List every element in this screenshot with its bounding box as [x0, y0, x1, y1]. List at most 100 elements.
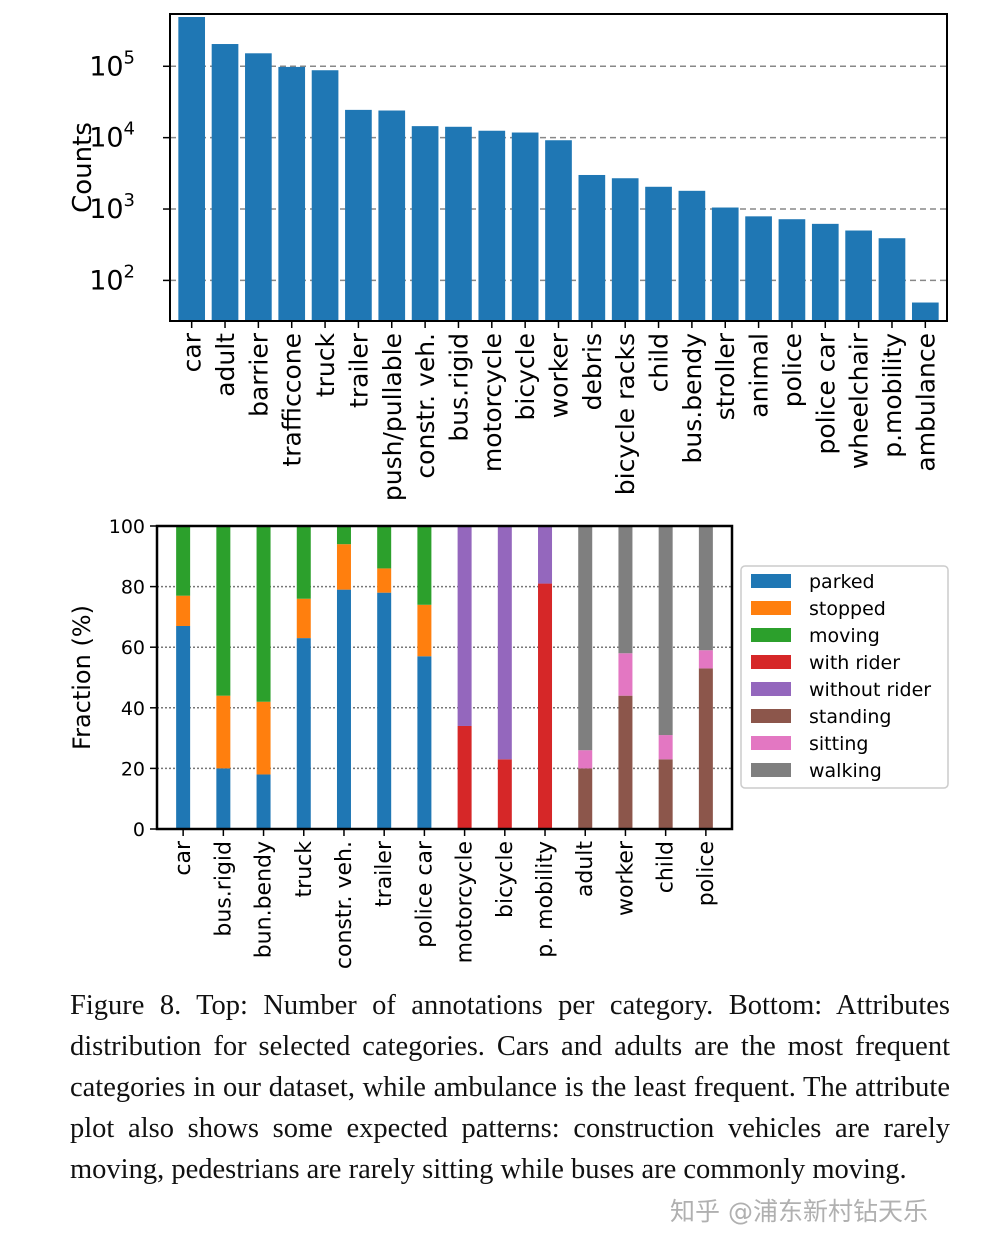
bar-19	[811, 223, 839, 321]
bar-1	[211, 44, 239, 322]
bar-7	[411, 126, 439, 321]
x-tick-label: worker	[613, 840, 638, 916]
bar-2-moving	[256, 526, 271, 702]
x-tick-label: wheelchair	[845, 332, 874, 469]
y-tick-label: 100	[109, 516, 145, 538]
bar-10-walking	[578, 526, 593, 751]
x-tick-label: ambulance	[911, 333, 940, 472]
bar-10	[511, 132, 539, 321]
x-tick-label: car	[171, 840, 196, 876]
bar-12-standing	[658, 759, 673, 829]
bar-17	[745, 216, 772, 321]
bar-3	[278, 66, 306, 321]
x-tick-label: bicycle	[493, 841, 518, 918]
bar-13	[611, 178, 639, 321]
legend-label: moving	[809, 625, 880, 647]
y-axis-label: Counts	[68, 122, 98, 213]
x-tick-label: trailer	[344, 332, 373, 408]
bar-2-stopped	[256, 701, 271, 775]
bar-9-with-rider	[538, 583, 553, 829]
x-tick-label: p.mobility	[878, 333, 907, 458]
legend-label: parked	[809, 571, 875, 593]
x-tick-label: debris	[578, 333, 607, 410]
bar-4	[311, 70, 339, 321]
y-tick-label: 40	[121, 698, 145, 720]
bar-15	[678, 190, 706, 321]
x-tick-label: constr. veh.	[332, 841, 357, 969]
x-tick-label: motorcycle	[478, 333, 507, 472]
y-tick-exp: 3	[124, 190, 135, 211]
legend-label: with rider	[809, 652, 900, 674]
figure-caption: Figure 8. Top: Number of annotations per…	[70, 990, 950, 1185]
bar-1-stopped	[216, 695, 231, 769]
x-tick-label: adult	[211, 333, 240, 397]
bar-20	[845, 230, 872, 321]
x-tick-label: bicycle racks	[611, 333, 640, 495]
x-tick-label: bicycle	[511, 333, 540, 420]
bar-8-with-rider	[497, 759, 512, 829]
y-tick-exp: 5	[124, 47, 135, 68]
x-tick-label: child	[645, 333, 674, 392]
x-tick-label: trailer	[372, 840, 397, 907]
x-tick-label: motorcycle	[453, 841, 478, 963]
x-tick-label: bus.rigid	[444, 333, 473, 442]
bar-10-sitting	[578, 750, 593, 769]
bar-1-parked	[216, 768, 231, 829]
y-tick-base: 10	[89, 194, 123, 225]
legend-swatch-standing	[751, 709, 791, 723]
bar-8-without-rider	[497, 526, 512, 760]
watermark: 知乎 @浦东新村钻天乐	[670, 1197, 928, 1226]
legend-swatch-without-rider	[751, 682, 791, 696]
bar-0-parked	[176, 625, 191, 829]
legend-label: walking	[809, 760, 882, 782]
bar-6-moving	[417, 526, 432, 605]
bar-5-moving	[377, 526, 392, 569]
legend-swatch-stopped	[751, 601, 791, 615]
bar-12-walking	[658, 526, 673, 736]
x-tick-label: car	[178, 332, 207, 372]
bar-22	[911, 302, 939, 321]
bar-4-stopped	[336, 544, 351, 590]
bar-13-sitting	[698, 650, 713, 669]
bar-13-walking	[698, 526, 713, 651]
x-tick-label: truck	[292, 841, 317, 898]
x-tick-label: trafficcone	[278, 333, 307, 467]
attributes-stacked-chart: 0 20 40 60 80 100 car bus.rigid bun.bendy truck co…	[68, 516, 949, 969]
bar-10-standing	[578, 768, 593, 829]
legend-swatch-moving	[751, 628, 791, 642]
bar-12-sitting	[658, 735, 673, 760]
x-tick-label: constr. veh.	[411, 333, 440, 479]
y-tick-base: 10	[89, 123, 123, 154]
legend-label: standing	[809, 706, 891, 728]
bar-2	[245, 53, 272, 322]
bar-4-parked	[336, 589, 351, 829]
bar-3-moving	[296, 526, 311, 599]
legend-swatch-sitting	[751, 736, 791, 750]
bar-9	[478, 130, 506, 321]
y-tick-label: 104	[89, 119, 135, 154]
y-tick-exp: 2	[124, 261, 135, 282]
bar-6-stopped	[417, 604, 432, 657]
bar-12	[578, 174, 606, 321]
bar-0-stopped	[176, 595, 191, 626]
y-tick-label: 80	[121, 577, 145, 599]
y-tick-label: 103	[89, 190, 135, 225]
bar-5-parked	[377, 592, 392, 829]
legend-label: without rider	[809, 679, 931, 701]
legend-swatch-walking	[751, 763, 791, 777]
x-tick-label: barrier	[244, 332, 273, 417]
x-tick-label: stroller	[711, 332, 740, 420]
bar-5-stopped	[377, 568, 392, 593]
legend-swatch-with-rider	[751, 655, 791, 669]
x-tick-label: truck	[311, 332, 340, 397]
legend-label: stopped	[809, 598, 886, 620]
y-tick-label: 60	[121, 637, 145, 659]
x-tick-label: police	[694, 841, 719, 906]
x-tick-label: police	[778, 333, 807, 407]
plot-frame	[169, 13, 948, 322]
bar-6-parked	[417, 656, 432, 829]
x-tick-label: p. mobility	[533, 841, 558, 958]
bar-21	[878, 238, 906, 321]
